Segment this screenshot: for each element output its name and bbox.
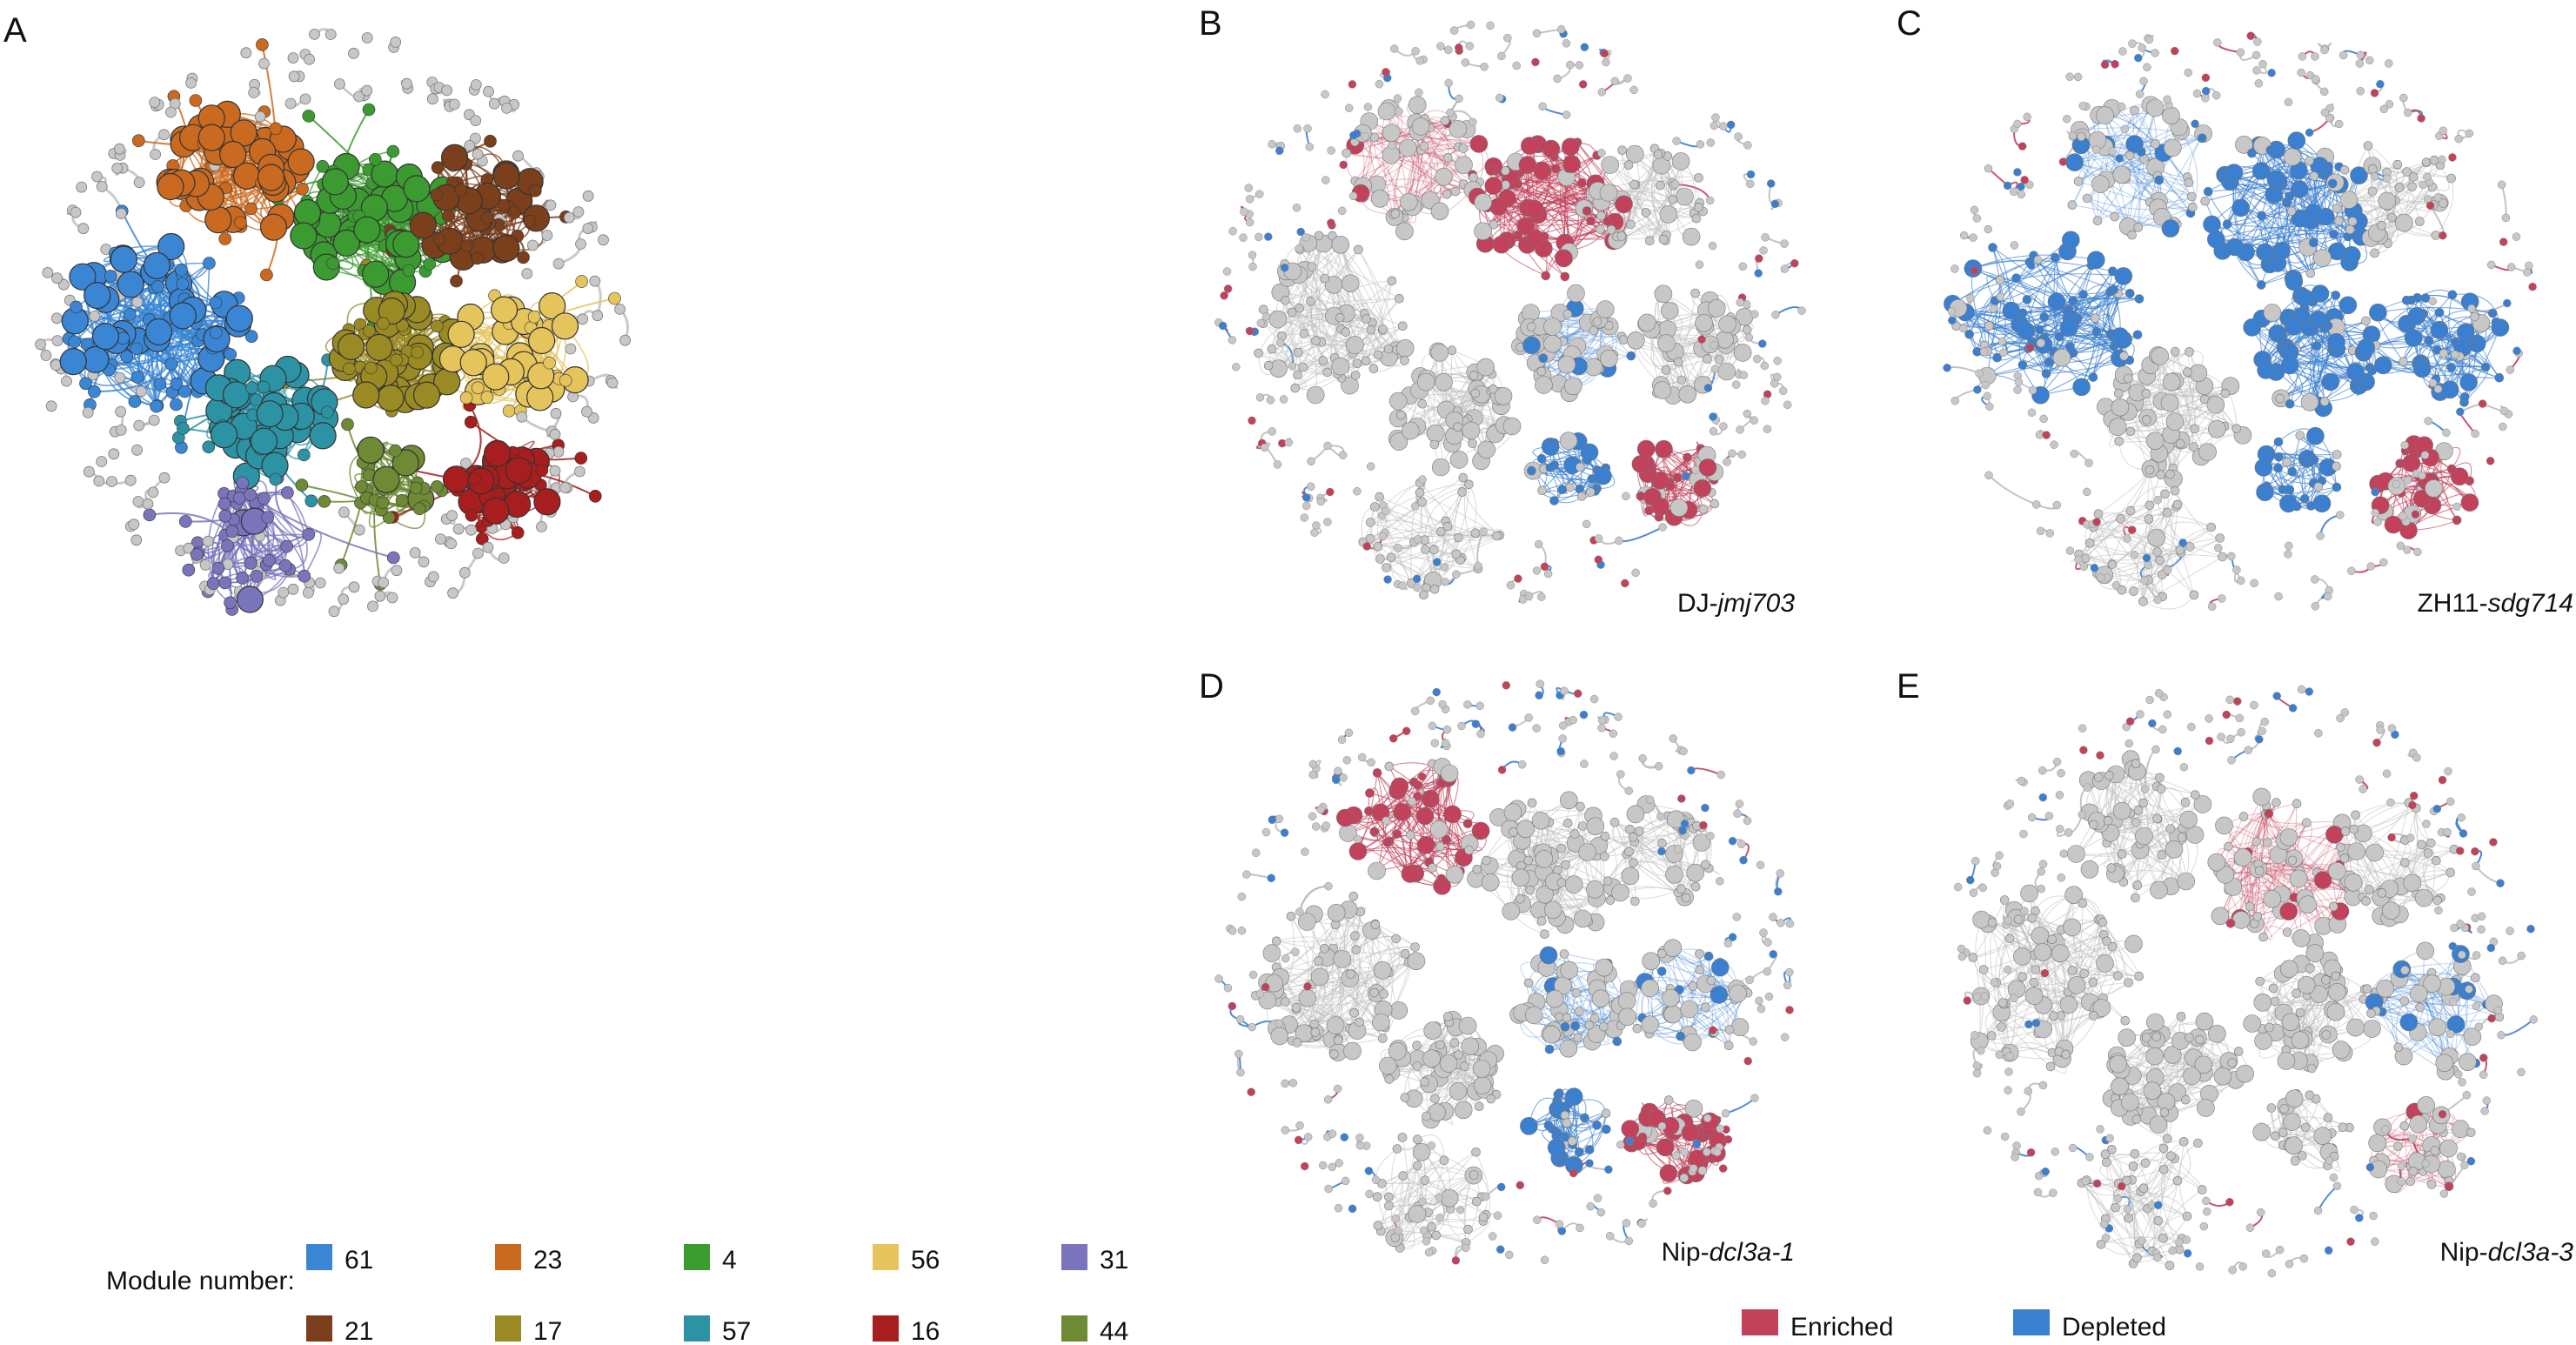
panel-c-strain-caption: ZH11-sdg714 — [2417, 589, 2573, 618]
panel-label-b: B — [1199, 4, 1222, 43]
module-number-57: 57 — [722, 1317, 751, 1345]
module-swatch-4 — [684, 1244, 710, 1270]
module-swatch-16 — [873, 1315, 899, 1342]
network-panel-a: A — [3, 11, 631, 618]
panel-e-strain-caption: Nip-dcl3a-3 — [2440, 1238, 2574, 1267]
module-swatch-44 — [1061, 1315, 1087, 1342]
panel-b-strain-caption: DJ-jmj703 — [1677, 589, 1795, 618]
module-number-44: 44 — [1100, 1317, 1128, 1345]
module-swatch-23 — [495, 1244, 521, 1270]
enriched-swatch — [1742, 1309, 1778, 1335]
module-swatch-17 — [495, 1315, 521, 1342]
network-e-nodes — [1953, 685, 2538, 1278]
module-number-31: 31 — [1100, 1246, 1128, 1275]
depleted-swatch — [2013, 1309, 2050, 1335]
panel-label-d: D — [1199, 667, 1224, 706]
enriched-label: Enriched — [1790, 1313, 1893, 1342]
panel-label-e: E — [1897, 667, 1920, 706]
network-panel-c: C ZH11-sdg714 — [1897, 4, 2573, 618]
module-number-23: 23 — [533, 1246, 562, 1275]
module-number-61: 61 — [345, 1246, 373, 1275]
module-swatch-21 — [306, 1315, 332, 1342]
module-swatch-57 — [684, 1315, 710, 1342]
module-number-4: 4 — [722, 1246, 737, 1275]
module-number-21: 21 — [345, 1317, 373, 1345]
module-legend-title: Module number: — [106, 1267, 295, 1295]
module-swatch-61 — [306, 1244, 332, 1270]
network-d-nodes — [1214, 679, 1795, 1265]
depleted-label: Depleted — [2062, 1313, 2166, 1342]
panel-d-strain-caption: Nip-dcl3a-1 — [1662, 1238, 1795, 1267]
network-panel-e: E Nip-dcl3a-3 — [1897, 667, 2574, 1278]
network-c-nodes — [1943, 31, 2537, 611]
module-swatch-31 — [1061, 1244, 1087, 1270]
network-panel-d: D Nip-dcl3a-1 — [1199, 667, 1795, 1267]
panel-label-a: A — [3, 11, 27, 50]
module-number-17: 17 — [533, 1317, 562, 1345]
panel-label-c: C — [1897, 4, 1922, 43]
module-legend-items: 61 23 4 56 31 21 17 57 16 44 — [306, 1244, 1128, 1345]
network-a-nodes — [35, 29, 631, 618]
network-panel-b: B DJ-jmj703 — [1199, 4, 1806, 618]
module-number-56: 56 — [911, 1246, 940, 1275]
network-b-nodes — [1214, 20, 1806, 604]
module-legend: Module number: 61 23 4 56 31 21 17 57 16 44 — [106, 1244, 1128, 1345]
network-c-edges — [1946, 33, 2533, 610]
module-swatch-56 — [873, 1244, 899, 1270]
module-number-16: 16 — [911, 1317, 940, 1345]
status-legend: Enriched Depleted — [1742, 1309, 2166, 1342]
